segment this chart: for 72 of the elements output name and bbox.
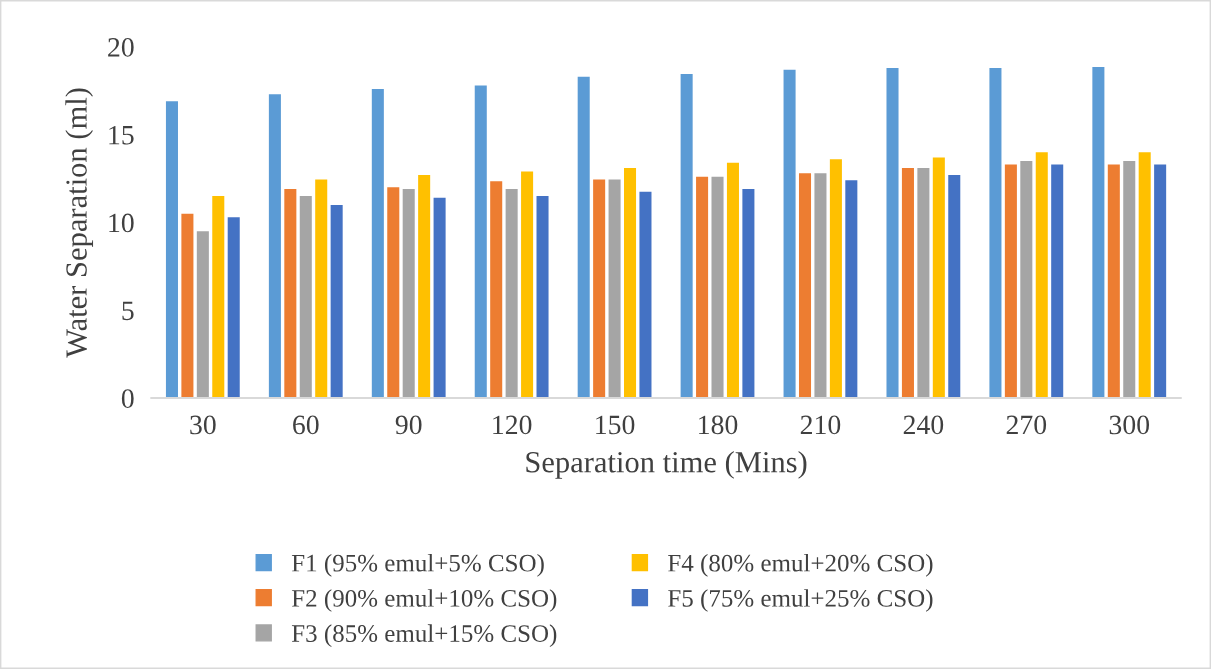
bar (1138, 152, 1151, 399)
x-tick-label: 30 (190, 415, 216, 435)
bar (212, 196, 225, 399)
x-axis-title: Separation time (Mins) (526, 451, 807, 479)
x-tick-label: 300 (1109, 415, 1150, 435)
y-tick-label: 20 (108, 38, 134, 57)
bar (474, 85, 487, 399)
y-tick-label: 0 (121, 389, 134, 408)
x-tick-label: 120 (493, 415, 532, 435)
bar (196, 231, 209, 399)
bar (227, 217, 240, 399)
bar (536, 196, 549, 399)
bar (268, 94, 281, 399)
bar (315, 179, 328, 399)
bar (165, 101, 178, 399)
bar (608, 179, 621, 399)
bar (418, 175, 431, 399)
legend-label: F3 (85% emul+15% CSO) (291, 624, 557, 648)
bar (1107, 164, 1120, 399)
bar (680, 74, 693, 399)
bar (577, 76, 590, 399)
bar (845, 180, 858, 399)
legend-label: F2 (90% emul+10% CSO) (291, 589, 557, 612)
y-tick-label: 10 (109, 213, 134, 233)
bar (284, 189, 297, 399)
bar (505, 189, 518, 399)
bar (901, 168, 914, 399)
bar (371, 88, 384, 399)
y-tick-label: 5 (122, 301, 134, 321)
bar (330, 204, 343, 399)
bar (1035, 152, 1048, 399)
bar (299, 196, 312, 399)
bar (948, 175, 961, 399)
bar (711, 176, 724, 399)
bar (593, 179, 606, 399)
bar (1123, 160, 1136, 399)
x-tick-label: 150 (596, 415, 635, 435)
bar (1004, 164, 1017, 399)
bar (829, 159, 842, 399)
bar (402, 189, 415, 399)
bar (433, 197, 446, 399)
bar (932, 157, 945, 399)
bar (886, 67, 899, 399)
x-tick-label: 210 (800, 415, 841, 435)
bar (624, 168, 637, 399)
bar (521, 171, 534, 399)
bar (726, 162, 739, 399)
bar (1092, 67, 1105, 399)
x-tick-label: 270 (1006, 415, 1047, 435)
bar (490, 181, 503, 399)
legend-label: F5 (75% emul+25% CSO) (668, 589, 933, 612)
bar (387, 187, 400, 399)
bar (783, 69, 796, 399)
y-tick-label: 15 (109, 125, 134, 145)
x-tick-label: 60 (293, 415, 319, 435)
bar (917, 168, 930, 399)
bar (989, 67, 1002, 399)
bar (696, 176, 709, 399)
y-axis-title: Water Separation (ml) (65, 88, 94, 358)
bar (639, 191, 652, 399)
x-tick-label: 90 (395, 415, 422, 435)
bar (814, 173, 827, 399)
bar (798, 173, 812, 399)
bar (742, 189, 755, 399)
bar (181, 213, 194, 399)
x-tick-label: 240 (903, 415, 944, 435)
bar (1020, 160, 1033, 399)
bar (1051, 164, 1064, 399)
bar (1154, 164, 1167, 399)
x-tick-label: 180 (699, 415, 738, 435)
legend-label: F4 (80% emul+20% CSO) (668, 554, 933, 577)
legend-label: F1 (95% emul+5% CSO) (291, 554, 544, 577)
